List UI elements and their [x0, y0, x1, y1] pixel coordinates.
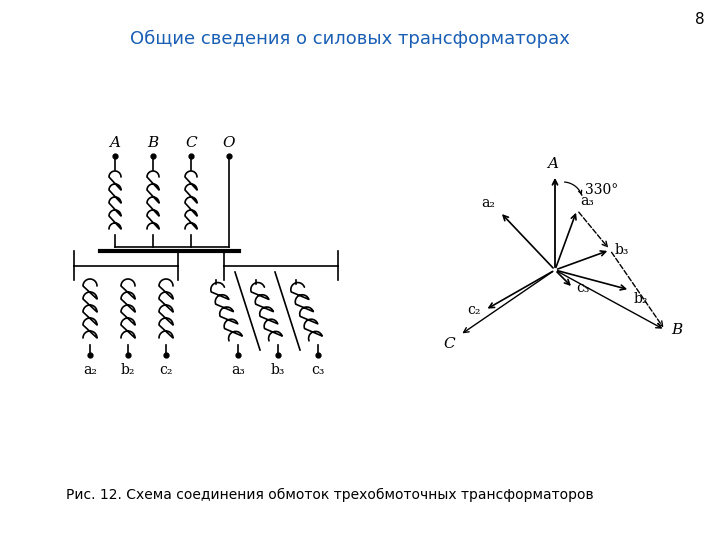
Text: A: A [109, 136, 120, 150]
Text: b₂: b₂ [634, 292, 649, 306]
Text: O: O [222, 136, 235, 150]
Text: b₃: b₃ [615, 243, 629, 257]
Text: c₃: c₃ [576, 281, 590, 295]
Text: a₂: a₂ [83, 363, 97, 377]
Text: A: A [547, 157, 559, 171]
Text: a₃: a₃ [580, 194, 594, 208]
Text: B: B [671, 323, 683, 337]
Text: Общие сведения о силовых трансформаторах: Общие сведения о силовых трансформаторах [130, 30, 570, 48]
Text: a₂: a₂ [481, 196, 495, 210]
Text: 330°: 330° [585, 183, 618, 197]
Text: b₃: b₃ [271, 363, 285, 377]
Text: Рис. 12. Схема соединения обмоток трехобмоточных трансформаторов: Рис. 12. Схема соединения обмоток трехоб… [66, 488, 594, 502]
Text: C: C [444, 337, 455, 351]
Text: b₂: b₂ [121, 363, 135, 377]
Text: 8: 8 [696, 12, 705, 27]
Text: c₂: c₂ [159, 363, 173, 377]
Text: C: C [185, 136, 197, 150]
Text: c₂: c₂ [467, 303, 481, 317]
Text: c₃: c₃ [311, 363, 325, 377]
Text: B: B [148, 136, 158, 150]
Text: a₃: a₃ [231, 363, 245, 377]
